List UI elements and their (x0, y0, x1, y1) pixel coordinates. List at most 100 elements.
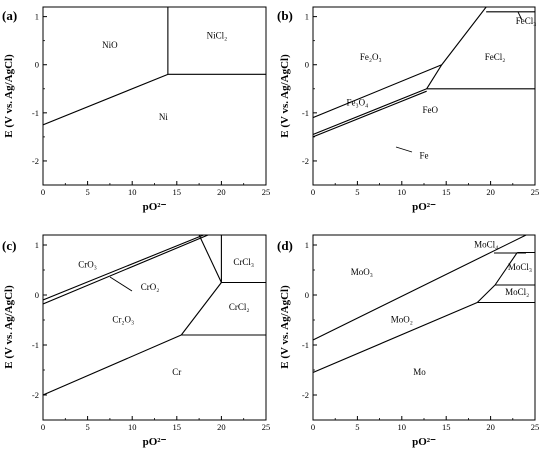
phase-boundary (43, 334, 182, 396)
y-tick-label: -1 (32, 340, 39, 350)
x-tick-label: 15 (173, 422, 182, 432)
phase-boundary (313, 90, 427, 138)
phase-boundary (43, 235, 204, 301)
x-tick-label: 10 (128, 422, 137, 432)
phase-boundary (313, 235, 527, 341)
x-tick-label: 5 (85, 187, 89, 197)
x-tick-label: 0 (311, 422, 315, 432)
region-label: FeO (422, 105, 438, 115)
region-label: MoCl₃ (508, 262, 532, 272)
y-tick-label: 0 (305, 60, 309, 70)
fecl3-pointer (517, 11, 523, 21)
x-tick-label: 10 (128, 187, 137, 197)
x-tick-label: 25 (531, 422, 540, 432)
region-label: Mo (413, 367, 426, 377)
phase-boundary (180, 282, 222, 336)
y-tick-label: -2 (302, 390, 309, 400)
x-tick-label: 5 (355, 422, 359, 432)
region-label: NiCl₂ (207, 30, 228, 40)
y-tick-label: -1 (302, 340, 309, 350)
boundary-lines (313, 7, 535, 138)
panel-letter: (c) (2, 238, 16, 253)
x-tick-label: 5 (355, 187, 359, 197)
panel-letter: (d) (277, 238, 293, 253)
x-tick-label: 10 (398, 187, 407, 197)
y-tick-label: -2 (32, 390, 39, 400)
x-tick-label: 25 (262, 187, 271, 197)
region-label: CrCl₃ (233, 257, 254, 267)
x-tick-label: 15 (442, 187, 451, 197)
plot-frame (42, 6, 267, 186)
region-label: Cr (172, 367, 181, 377)
boundary-lines (313, 235, 535, 374)
region-label: Cr₂O₃ (112, 315, 134, 325)
y-tick-label: -2 (302, 156, 309, 166)
phase-boundary (198, 235, 222, 283)
y-tick-label: 1 (35, 12, 39, 22)
region-label: Ni (159, 112, 168, 122)
x-tick-label: 25 (531, 187, 540, 197)
feo-pointer (395, 146, 413, 153)
region-label: NiO (102, 40, 118, 50)
x-tick-label: 15 (442, 422, 451, 432)
x-axis-title: pO²⁻ (412, 201, 436, 213)
region-label: MoO₃ (351, 267, 373, 277)
region-label: CrO₂ (141, 282, 160, 292)
phase-boundary (43, 73, 169, 126)
panel-1: 0 5 10 15 20 25 -2 -1 0 1 NiO NiCl₂ Ni (a) pO²⁻ E (V vs… (2, 6, 271, 213)
boundary-lines (43, 7, 266, 126)
phase-boundary (494, 252, 518, 286)
y-axis-title: E (V vs. Ag/AgCl) (279, 285, 291, 369)
phase-boundary (476, 284, 496, 303)
x-axis-title: pO²⁻ (412, 436, 436, 448)
panel-letter: (a) (2, 8, 17, 23)
y-tick-label: 0 (305, 290, 309, 300)
region-label: MoCl₄ (474, 240, 498, 250)
y-tick-label: -1 (302, 108, 309, 118)
region-label: FeCl₃ (516, 16, 537, 26)
region-label: Fe₂O₃ (360, 52, 382, 62)
y-tick-label: 0 (35, 60, 39, 70)
x-tick-label: 10 (398, 422, 407, 432)
region-label: CrO₃ (78, 260, 97, 270)
x-tick-label: 20 (217, 187, 226, 197)
cro2-pointer (109, 276, 133, 292)
region-label: FeCl₂ (485, 52, 506, 62)
phase-boundary (313, 301, 478, 374)
x-tick-label: 5 (85, 422, 89, 432)
x-tick-label: 15 (173, 187, 182, 197)
y-axis-title: E (V vs. Ag/AgCl) (3, 285, 15, 369)
y-tick-label: 1 (305, 240, 309, 250)
x-tick-label: 20 (486, 422, 495, 432)
x-axis-title: pO²⁻ (143, 436, 167, 448)
y-tick-label: 0 (35, 290, 39, 300)
panel-3: 0 5 10 15 20 25 -2 -1 0 1 CrO₃ CrO₂ Cr₂O₃ CrCl₃ CrCl₂ C… (2, 234, 271, 448)
y-axis-title: E (V vs. Ag/AgCl) (3, 54, 15, 138)
panel-2: 0 5 10 15 20 25 -2 -1 0 1 Fe₂O₃ FeCl₂ Fe₃O₄ FeO FeCl₃ F… (277, 6, 540, 213)
x-tick-label: 20 (217, 422, 226, 432)
plot-frame (312, 234, 536, 421)
x-tick-label: 0 (41, 187, 45, 197)
phase-boundary (43, 235, 209, 305)
phase-boundary (426, 64, 443, 90)
y-tick-label: 1 (305, 12, 309, 22)
x-tick-label: 20 (486, 187, 495, 197)
y-tick-label: -2 (32, 156, 39, 166)
region-label: Fe₃O₄ (347, 98, 369, 108)
x-axis-title: pO²⁻ (143, 201, 167, 213)
y-axis-title: E (V vs. Ag/AgCl) (279, 54, 291, 138)
phase-boundary (313, 88, 427, 135)
y-tick-label: -1 (32, 108, 39, 118)
region-label: MoO₂ (391, 315, 413, 325)
y-tick-label: 1 (35, 240, 39, 250)
boundary-lines (43, 235, 266, 396)
x-tick-label: 0 (311, 187, 315, 197)
x-tick-label: 25 (262, 422, 271, 432)
panel-4: 0 5 10 15 20 25 -2 -1 0 1 MoO₃ MoO₂ MoCl₄ MoCl₃ MoCl₂ M… (277, 234, 540, 448)
region-label: CrCl₂ (229, 302, 250, 312)
panel-letter: (b) (277, 8, 293, 23)
region-label: Fe (420, 151, 429, 161)
phase-boundary (313, 64, 442, 119)
region-label: MoCl₂ (505, 287, 529, 297)
